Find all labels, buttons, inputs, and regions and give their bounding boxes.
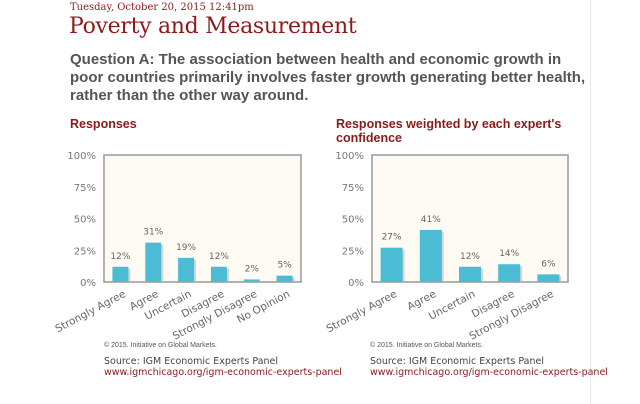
data-label: 12% <box>110 252 130 262</box>
bar <box>537 274 560 282</box>
chart-title-responses: Responses <box>70 117 137 131</box>
source-link[interactable]: www.igmchicago.org/igm-economic-experts-… <box>104 367 342 378</box>
bar <box>419 229 442 282</box>
y-tick-label: 25% <box>342 246 364 257</box>
data-label: 14% <box>499 249 519 259</box>
page-title: Poverty and Measurement <box>69 14 357 39</box>
data-label: 41% <box>421 215 441 225</box>
bar <box>459 266 481 282</box>
data-label: 19% <box>176 243 196 253</box>
source-left: Source: IGM Economic Experts Panel www.ig… <box>104 356 344 378</box>
data-label: 2% <box>245 264 260 274</box>
plot-area <box>371 154 569 283</box>
data-label: 6% <box>541 259 556 269</box>
source-right: Source: IGM Economic Experts Panel www.ig… <box>370 356 610 378</box>
x-tick-label: Strongly Agree <box>53 288 127 335</box>
copyright-left: © 2015. Initiative on Global Markets. <box>104 342 217 349</box>
data-label: 31% <box>143 228 163 238</box>
y-tick-label: 0% <box>80 278 96 289</box>
y-tick-label: 0% <box>348 278 364 289</box>
y-tick-label: 50% <box>74 215 96 226</box>
y-tick-label: 25% <box>74 246 96 257</box>
y-tick-label: 75% <box>342 183 364 194</box>
bar <box>276 275 293 282</box>
data-label: 5% <box>277 261 292 271</box>
data-label: 12% <box>209 252 229 262</box>
data-label: 27% <box>382 233 402 243</box>
y-tick-label: 100% <box>335 151 364 162</box>
bar <box>498 264 521 282</box>
x-tick-label: Strongly Agree <box>325 288 399 335</box>
copyright-right: © 2015. Initiative on Global Markets. <box>370 342 483 349</box>
source-text: Source: IGM Economic Experts Panel <box>104 356 278 367</box>
source-text: Source: IGM Economic Experts Panel <box>370 356 544 367</box>
bar <box>243 279 260 282</box>
bar <box>210 266 227 282</box>
plot-area <box>103 154 302 283</box>
post-date: Tuesday, October 20, 2015 12:41pm <box>70 2 254 13</box>
question-text: Question A: The association between heal… <box>70 51 586 104</box>
bar <box>380 247 403 282</box>
y-tick-label: 100% <box>67 151 96 162</box>
page-edge <box>590 0 591 404</box>
bar <box>112 266 129 282</box>
bar <box>145 242 162 282</box>
data-label: 12% <box>460 252 480 262</box>
y-tick-label: 50% <box>342 215 364 226</box>
bar <box>178 257 195 282</box>
chart-title-weighted: Responses weighted by each expert's conf… <box>336 117 562 145</box>
y-tick-label: 75% <box>74 183 96 194</box>
source-link[interactable]: www.igmchicago.org/igm-economic-experts-… <box>370 367 608 378</box>
